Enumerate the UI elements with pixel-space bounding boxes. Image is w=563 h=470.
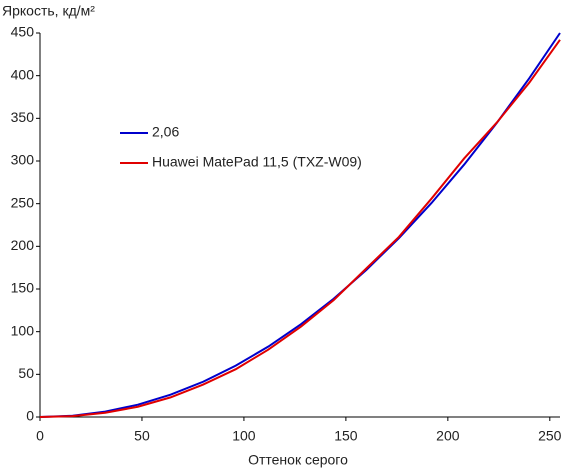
y-tick-label: 450: [11, 24, 35, 40]
y-tick-label: 300: [11, 152, 35, 168]
legend-label: Huawei MatePad 11,5 (TXZ-W09): [152, 154, 362, 170]
y-axis-label: Яркость, кд/м²: [2, 3, 95, 19]
y-tick-label: 100: [11, 322, 35, 338]
x-tick-label: 0: [36, 428, 44, 444]
y-tick-label: 150: [11, 280, 35, 296]
legend-label: 2,06: [152, 124, 179, 140]
y-tick-label: 50: [18, 365, 34, 381]
x-tick-label: 250: [538, 428, 562, 444]
y-tick-label: 400: [11, 66, 35, 82]
y-tick-label: 250: [11, 194, 35, 210]
series-line: [39, 39, 561, 418]
x-axis-label: Оттенок серого: [248, 452, 348, 468]
y-tick-label: 0: [26, 408, 34, 424]
x-tick-label: 100: [232, 428, 256, 444]
x-tick-label: 200: [436, 428, 460, 444]
series-line: [39, 32, 561, 418]
x-tick-label: 50: [134, 428, 150, 444]
x-tick-label: 150: [334, 428, 358, 444]
y-tick-label: 350: [11, 109, 35, 125]
y-tick-label: 200: [11, 237, 35, 253]
